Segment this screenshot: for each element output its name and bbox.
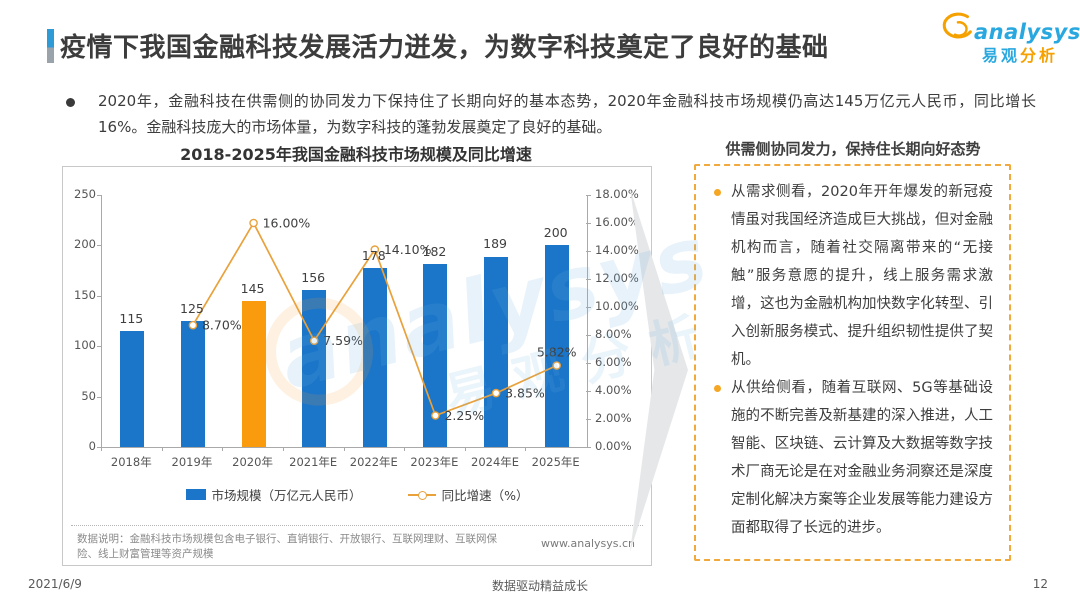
chart-data-note: 数据说明：金融科技市场规模包含电子银行、直销银行、开放银行、互联网理财、互联网保… (77, 533, 497, 560)
website-link[interactable]: www.analysys.cn (541, 537, 635, 550)
bar-2024年E (484, 256, 509, 447)
bar-value-label: 156 (301, 269, 326, 285)
left-axis-tick-label: 100 (74, 338, 96, 353)
bar-value-label: 145 (240, 280, 265, 296)
left-axis-tick-label: 250 (74, 187, 96, 201)
page-title: 疫情下我国金融科技发展活力迸发，为数字科技奠定了良好的基础 (60, 33, 829, 63)
bullet-dot-icon (66, 98, 75, 107)
bar-value-label: 189 (483, 236, 507, 252)
right-axis-tick-label: 12.00% (595, 271, 639, 285)
chart-title: 2018-2025年我国金融科技市场规模及同比增速 (180, 145, 532, 164)
chart-plot-area: 8.70% 16.00% 7.59% 14.10% 2.25% 3.85% 5.82% (101, 195, 588, 448)
right-axis-tick-label: 10.00% (595, 299, 639, 313)
right-axis-tick-label: 16.00% (595, 215, 639, 229)
analysys-logo: analysys 易观分析 (938, 8, 1080, 65)
intro-paragraph: 2020年，金融科技在供需侧的协同发力下保持住了长期向好的基本态势，2020年金… (98, 92, 1036, 136)
x-axis-label: 2020年 (232, 455, 273, 469)
side-panel-title: 供需侧协同发力，保持住长期向好态势 (725, 140, 981, 158)
left-axis-tick-label: 0 (88, 439, 96, 453)
right-axis-tick-label: 14.00% (595, 243, 639, 257)
bar-2019年 (180, 321, 205, 447)
bar-2018年 (120, 331, 145, 447)
right-axis-tick-label: 4.00% (595, 383, 632, 397)
footer-date: 2021/6/9 (28, 577, 82, 591)
svg-text:2.25%: 2.25% (444, 408, 484, 423)
legend-label: 市场规模（万亿元人民币） (211, 488, 362, 503)
svg-text:8.70%: 8.70% (202, 318, 242, 333)
x-axis-label: 2023年E (410, 455, 459, 469)
orange-bullet-icon (714, 385, 721, 392)
svg-text:14.10%: 14.10% (384, 242, 432, 257)
svg-text:7.59%: 7.59% (323, 333, 363, 348)
bar-swatch-icon (185, 489, 206, 500)
x-axis-label: 2025年E (531, 455, 580, 469)
right-axis-tick-label: 0.00% (595, 439, 632, 453)
right-axis-tick-label: 18.00% (595, 187, 639, 201)
x-axis-label: 2018年 (110, 455, 152, 469)
title-accent-bar (47, 29, 54, 63)
line-swatch-icon (407, 490, 436, 500)
bar-value-label: 200 (543, 225, 568, 241)
side-panel: 从需求侧看，2020年开年爆发的新冠疫情虽对我国经济造成巨大挑战，但对金融机构而… (694, 164, 1011, 561)
panel-bullet-demand: 从需求侧看，2020年开年爆发的新冠疫情虽对我国经济造成巨大挑战，但对金融机构而… (714, 178, 993, 374)
bar-value-label: 182 (422, 243, 447, 259)
svg-text:16.00%: 16.00% (263, 216, 311, 231)
chart-legend: 市场规模（万亿元人民币） 同比增速（%） (63, 485, 651, 504)
legend-item-market-size: 市场规模（万亿元人民币） (185, 485, 362, 504)
svg-text:3.85%: 3.85% (505, 386, 545, 401)
chart-note-divider (71, 525, 643, 526)
bar-value-label: 178 (361, 247, 386, 263)
legend-item-growth: 同比增速（%） (407, 485, 529, 504)
x-axis-label: 2019年 (171, 455, 213, 469)
logo-swirl-icon (942, 12, 972, 39)
left-axis-tick-label: 200 (74, 237, 96, 252)
footer-slogan: 数据驱动精益成长 (491, 579, 588, 593)
bar-2025年E (544, 245, 569, 447)
panel-bullet-supply: 从供给侧看，随着互联网、5G等基础设施的不断完善及新基建的深入推进，人工智能、区… (714, 374, 993, 542)
bar-2020年 (241, 300, 266, 447)
right-axis-tick-label: 6.00% (595, 355, 632, 369)
svg-text:5.82%: 5.82% (537, 345, 577, 360)
chart-panel: 8.70% 16.00% 7.59% 14.10% 2.25% 3.85% 5.82% 市场… (62, 166, 652, 566)
bar-value-label: 115 (119, 311, 144, 327)
x-axis-label: 2024年E (471, 455, 520, 469)
right-axis-tick-label: 8.00% (595, 327, 632, 341)
bar-2022年E (362, 267, 387, 447)
right-axis-tick-label: 2.00% (595, 411, 632, 425)
x-axis-label: 2021年E (289, 455, 338, 469)
growth-line-layer: 8.70% 16.00% 7.59% 14.10% 2.25% 3.85% 5.82% (188, 216, 577, 423)
logo-brand-text: analysys (974, 20, 1080, 44)
left-axis-tick-label: 50 (81, 388, 96, 403)
logo-brand-cn: 易观分析 (982, 46, 1059, 65)
bar-2021年E (302, 289, 327, 447)
left-axis-tick-label: 150 (74, 287, 96, 302)
bar-value-label: 125 (180, 301, 204, 316)
legend-label: 同比增速（%） (441, 488, 529, 503)
orange-bullet-icon (714, 189, 721, 196)
x-axis-label: 2022年E (349, 455, 398, 469)
page-number: 12 (1032, 577, 1048, 591)
